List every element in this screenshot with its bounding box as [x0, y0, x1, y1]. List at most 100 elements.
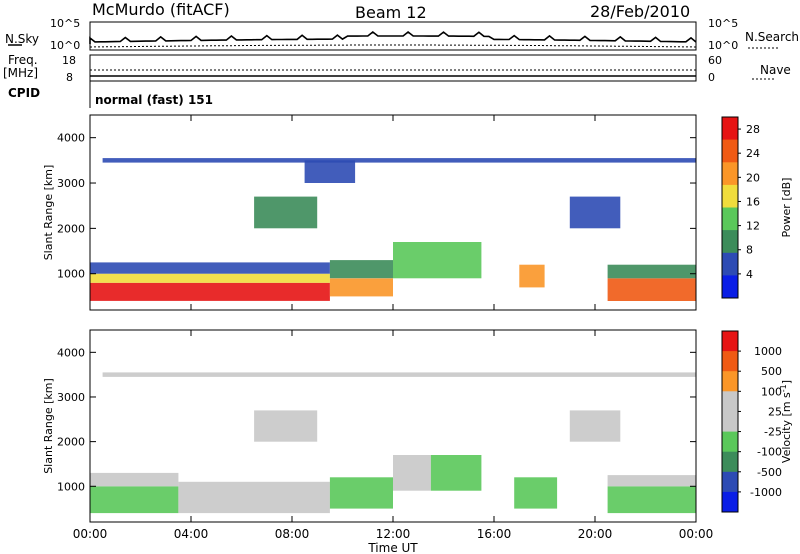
- y-tick-label: 2000: [57, 222, 85, 235]
- nsky-panel-frame: [89, 21, 697, 51]
- beam-title: Beam 12: [355, 3, 427, 22]
- heatmap-cell: [90, 472, 179, 487]
- heatmap-cell: [254, 410, 318, 442]
- y-tick-label: 1000: [57, 480, 85, 493]
- x-tick-label: 00:00: [679, 527, 714, 541]
- colorbar-tick-label: 25: [768, 405, 782, 418]
- x-tick-label: 12:00: [376, 527, 411, 541]
- heatmap-cell: [607, 486, 696, 514]
- heatmap-cell: [90, 273, 330, 283]
- x-tick-label: 00:00: [73, 527, 108, 541]
- colorbar-tick-label: -1000: [750, 486, 782, 499]
- colorbar-tick-label: 24: [746, 147, 760, 160]
- colorbar-swatch: [722, 391, 738, 412]
- freq-tick-high: 18: [62, 54, 76, 67]
- nsky-line: [89, 30, 697, 44]
- colorbar-swatch: [722, 117, 738, 141]
- x-tick-label: 04:00: [174, 527, 209, 541]
- heatmap-cell: [329, 477, 393, 509]
- station-title: McMurdo (fitACF): [92, 0, 230, 19]
- colorbar-swatch: [722, 411, 738, 432]
- heatmap-cell: [430, 455, 482, 491]
- colorbar-swatch: [722, 431, 738, 453]
- freq-unit-label: [MHz]: [3, 66, 39, 80]
- colorbar-swatch: [722, 207, 738, 231]
- nave-tick-low: 0: [708, 71, 715, 84]
- colorbar-swatch: [722, 139, 738, 163]
- heatmap-cell: [90, 262, 330, 274]
- heatmap-cell: [393, 242, 482, 279]
- colorbar-swatch: [722, 230, 738, 254]
- heatmap-cell: [90, 282, 330, 301]
- velocity-heatmap: [90, 372, 697, 514]
- y-tick-label: 4000: [57, 346, 85, 359]
- y-tick-label: 3000: [57, 177, 85, 190]
- y-axis-label: Slant Range [km]: [42, 165, 55, 261]
- y-tick-label: 3000: [57, 391, 85, 404]
- colorbar-tick-label: 16: [746, 195, 760, 208]
- x-axis-label: Time UT: [367, 541, 418, 554]
- colorbar-frame: [721, 116, 739, 299]
- colorbar-tick-label: 500: [761, 365, 782, 378]
- heatmap-cell: [607, 475, 696, 487]
- colorbar-swatch: [722, 351, 738, 372]
- cpid-label: CPID: [8, 86, 41, 100]
- colorbar-tick-label: -25: [764, 426, 782, 439]
- colorbar-swatch: [722, 275, 738, 299]
- colorbar-label: Velocity [m s-1]: [779, 380, 793, 463]
- colorbar-tick-label: 4: [746, 268, 753, 281]
- heatmap-cell: [90, 486, 179, 514]
- heatmap-cell: [304, 160, 356, 183]
- colorbar-swatch: [722, 331, 738, 352]
- y-tick-label: 2000: [57, 436, 85, 449]
- heatmap-cell: [607, 264, 696, 279]
- colorbar-tick-label: 12: [746, 220, 760, 233]
- heatmap-cell: [393, 455, 431, 491]
- heatmap-cell: [102, 372, 697, 377]
- nsearch-label: N.Search: [745, 30, 800, 44]
- colorbar-swatch: [722, 491, 738, 513]
- freq-tick-low: 8: [66, 71, 73, 84]
- cpid-value: normal (fast) 151: [95, 93, 213, 107]
- colorbar-tick-label: 8: [746, 244, 753, 257]
- colorbar-tick-label: 20: [746, 171, 760, 184]
- x-tick-label: 20:00: [578, 527, 613, 541]
- colorbar-tick-label: 1000: [754, 345, 782, 358]
- colorbar-tick-label: -100: [757, 446, 782, 459]
- date-title: 28/Feb/2010: [590, 2, 691, 21]
- colorbar-tick-label: -500: [757, 466, 782, 479]
- heatmap-cell: [519, 264, 545, 288]
- heatmap-cell: [607, 278, 696, 301]
- colorbar-swatch: [722, 162, 738, 186]
- freq-label: Freq.: [8, 53, 38, 67]
- heatmap-cell: [178, 481, 330, 514]
- freq-panel-frame: [89, 54, 697, 82]
- nsearch-line: [89, 44, 697, 48]
- heatmap-cell: [254, 196, 318, 229]
- colorbar-swatch: [722, 451, 738, 473]
- colorbar-swatch: [722, 184, 738, 208]
- heatmap-cell: [569, 196, 621, 229]
- x-tick-label: 08:00: [275, 527, 310, 541]
- x-tick-label: 16:00: [477, 527, 512, 541]
- nsky-label: N.Sky: [5, 32, 40, 46]
- nsearch-tick-low: 10^0: [708, 39, 739, 52]
- colorbar-label: Power [dB]: [780, 178, 793, 238]
- heatmap-cell: [569, 410, 621, 442]
- nave-label: Nave: [760, 63, 791, 77]
- colorbar-swatch: [722, 371, 738, 392]
- y-axis-label: Slant Range [km]: [42, 378, 55, 474]
- colorbar-frame: [721, 330, 739, 513]
- y-tick-label: 1000: [57, 268, 85, 281]
- heatmap-cell: [329, 278, 393, 297]
- colorbar-swatch: [722, 471, 738, 493]
- nsearch-tick-high: 10^5: [708, 17, 739, 30]
- colorbar-tick-label: 28: [746, 123, 760, 136]
- colorbar-tick-label: 100: [761, 385, 782, 398]
- colorbar-swatch: [722, 252, 738, 276]
- power-heatmap: [90, 158, 697, 301]
- nsky-tick-high: 10^5: [50, 17, 81, 30]
- heatmap-cell: [102, 158, 697, 163]
- heatmap-cell: [514, 477, 558, 509]
